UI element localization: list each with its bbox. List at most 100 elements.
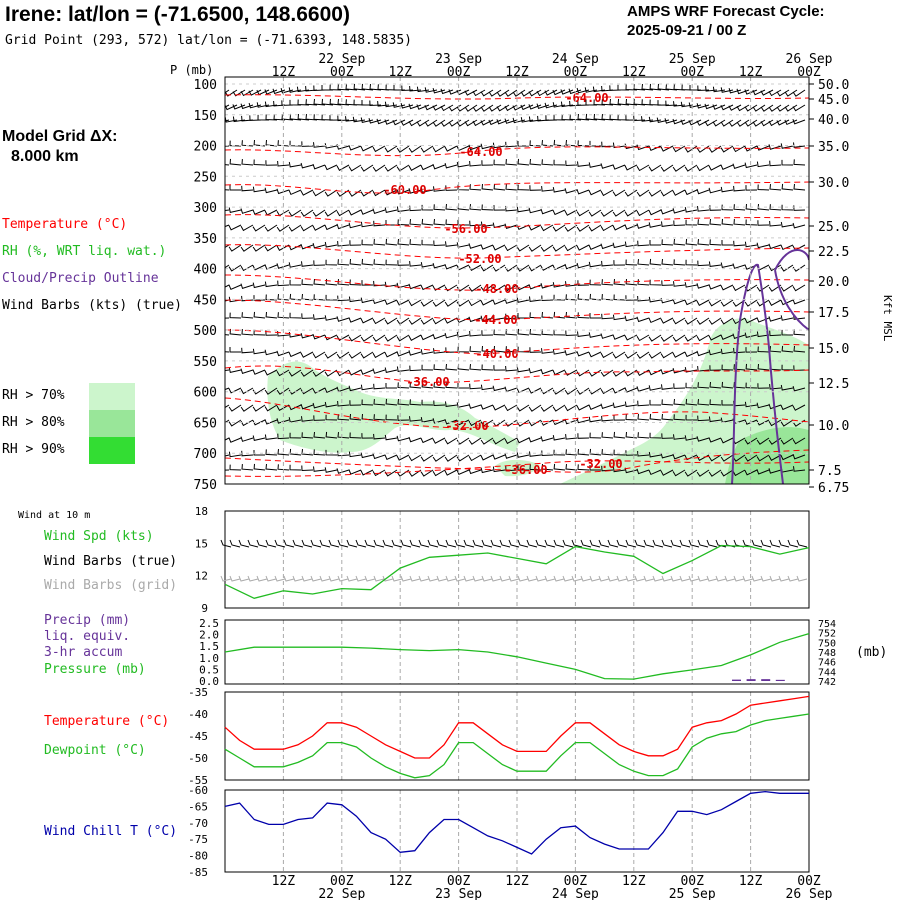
- wind-barb: [468, 454, 482, 462]
- wind-barb: [733, 219, 746, 226]
- wind-barb: [672, 367, 686, 374]
- wind-barb: [708, 469, 722, 477]
- wind-barb: [612, 387, 626, 394]
- wind-barb: [648, 369, 662, 376]
- wind-barb: [696, 334, 710, 342]
- wind-barb: [444, 264, 458, 270]
- wind-barb: [420, 469, 434, 477]
- wind-barb: [732, 333, 746, 340]
- surface-wind-barb-grid: [733, 575, 745, 582]
- wind-barb: [588, 387, 602, 395]
- pressure-tick-label: 754: [818, 619, 836, 630]
- wind-barb: [756, 161, 770, 168]
- wind-barb: [373, 239, 386, 246]
- wind-barb: [348, 145, 362, 151]
- wind-barb: [337, 414, 350, 421]
- wind-barb: [420, 349, 434, 355]
- wind-barb: [492, 244, 506, 251]
- wind-barb: [372, 208, 386, 215]
- wind-barb: [576, 209, 590, 217]
- wind-barb: [225, 164, 230, 166]
- wind-barb: [684, 207, 698, 213]
- wind-barb: [648, 385, 662, 391]
- wind-barb: [297, 99, 310, 106]
- wind-barb: [672, 118, 686, 125]
- wind-barb: [409, 399, 422, 406]
- wind-barb: [697, 260, 710, 267]
- wind-barb: [553, 463, 566, 471]
- wind-barb: [360, 452, 374, 459]
- bottom-hour-label: 12Z: [622, 874, 646, 889]
- wind-barb: [637, 295, 650, 302]
- wind-barb: [240, 244, 254, 252]
- wind-barb: [348, 334, 362, 342]
- wind-barb: [625, 431, 638, 439]
- wind-barb: [672, 145, 686, 153]
- surface-wind-barb-true: [715, 539, 727, 548]
- wind-barb: [360, 221, 374, 228]
- pressure-tick-label: 100: [194, 78, 217, 93]
- surface-wind-barb-grid: [490, 575, 502, 582]
- wind-barb-field: [225, 83, 806, 477]
- surface-wind-barb-grid: [616, 575, 628, 582]
- height-tick-label: 35.0: [818, 140, 849, 155]
- wind-barb: [349, 413, 362, 421]
- wind-barb: [397, 219, 410, 226]
- wind-barb: [736, 104, 750, 112]
- wind-barb: [324, 143, 338, 149]
- wind-barb: [708, 334, 722, 341]
- wind-barb: [780, 299, 794, 306]
- wind-barb: [600, 243, 614, 250]
- wind-barb: [300, 403, 314, 410]
- surface-wind-barb-true: [580, 539, 592, 548]
- wind-barb: [396, 366, 410, 372]
- surface-wind-barb-true: [751, 539, 763, 548]
- wind-barb: [325, 278, 338, 286]
- wind-barb: [792, 437, 806, 445]
- wind-barb: [396, 334, 410, 342]
- wind-barb: [265, 294, 278, 301]
- wind-barb: [624, 164, 638, 171]
- wind-barb: [708, 284, 722, 290]
- wind-barb: [589, 448, 602, 456]
- wind-barb: [361, 83, 374, 91]
- wind-barb: [768, 284, 782, 292]
- wind-barb: [349, 432, 362, 439]
- wind-barb: [289, 99, 302, 106]
- wind-barb: [565, 311, 578, 319]
- wind-barb: [697, 415, 710, 422]
- wind-barb: [564, 387, 578, 395]
- wind-barb: [265, 311, 278, 319]
- wind-barb: [780, 221, 794, 228]
- wind-barb: [617, 98, 630, 106]
- wind-barb: [684, 351, 698, 358]
- wind-barb: [504, 264, 518, 272]
- wind-barb: [600, 163, 614, 169]
- pressure-tick-label: 350: [194, 232, 217, 247]
- wind-barb: [705, 86, 718, 92]
- wind-barb: [457, 346, 470, 353]
- wind-barb: [569, 100, 582, 107]
- wind-barb: [432, 299, 446, 307]
- wind-barb: [377, 84, 390, 91]
- wind-barb: [469, 220, 482, 227]
- wind-barb: [384, 317, 398, 325]
- surface-wind-barb-true: [427, 539, 439, 548]
- pressure-tick-label: 150: [194, 109, 217, 124]
- wind-barb: [480, 404, 494, 410]
- surface-wind-barb-grid: [364, 575, 376, 582]
- wind-barb: [768, 316, 782, 322]
- bottom-hour-label: 00Z: [564, 874, 588, 889]
- wind-barb: [529, 296, 542, 302]
- wind-barb: [793, 466, 806, 472]
- wind-barb: [360, 189, 374, 197]
- precip-tick-label: 0.5: [199, 663, 219, 676]
- wind-barb: [757, 203, 770, 211]
- chill-panel-frame: [224, 789, 810, 873]
- wind-barb: [228, 437, 242, 443]
- wind-barb: [612, 224, 626, 231]
- surface-wind-barb-grid: [292, 575, 304, 582]
- wind-barb: [744, 437, 758, 445]
- wind-barb: [349, 400, 362, 406]
- wind-barb: [440, 104, 454, 112]
